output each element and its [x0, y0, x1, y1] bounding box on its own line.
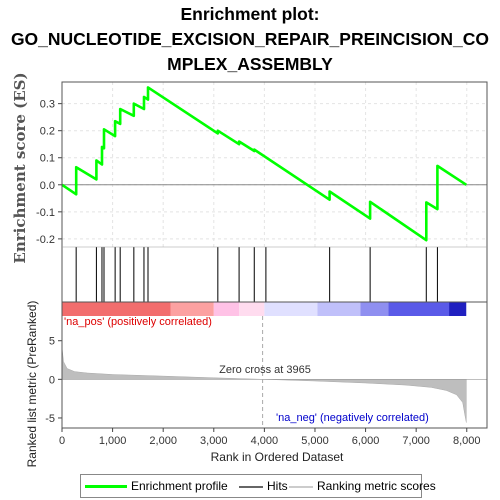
metric-ytick-label-1: 0: [49, 374, 55, 386]
heatmap-segment-5: [317, 302, 361, 316]
es-ytick-label-4: 0.2: [40, 126, 55, 138]
hits-panel: [75, 247, 438, 302]
es-ytick-label-3: 0.1: [40, 153, 55, 165]
title-line-1: Enrichment plot:: [180, 4, 320, 24]
x-tick-label-8: 8,000: [453, 435, 481, 447]
metric-panel: -5 0 5: [45, 81, 488, 429]
metric-area: [61, 346, 467, 423]
legend-ranking: Ranking metric scores: [289, 479, 436, 493]
ranking-heatmap: [62, 302, 467, 316]
title-line-2: GO_NUCLEOTIDE_EXCISION_REPAIR_PREINCISIO…: [10, 29, 490, 49]
heatmap-segment-2: [213, 302, 240, 316]
metric-frame: [61, 301, 488, 429]
legend-ranking-swatch: [289, 485, 313, 488]
es-frame: [61, 81, 488, 303]
legend-ranking-label: Ranking metric scores: [317, 479, 436, 493]
legend-hits-swatch: [239, 485, 263, 488]
x-tick-label-3: 3,000: [200, 435, 228, 447]
heatmap-segment-7: [388, 302, 450, 316]
x-axis: 0 1,000 2,000 3,000 4,000 5,000 6,000 7,000 8,00…: [59, 428, 481, 447]
neg-correlated-label: 'na_neg' (negatively correlated): [276, 412, 429, 424]
x-tick-label-2: 2,000: [149, 435, 177, 447]
x-tick-label-0: 0: [59, 435, 65, 447]
legend-enrichment-swatch: [85, 485, 127, 489]
metric-y-axis-title: Ranked list metric (PreRanked): [25, 301, 39, 468]
es-ytick-label-5: 0.3: [40, 99, 55, 111]
legend: Enrichment profile Hits Ranking metric s…: [80, 474, 436, 498]
zero-cross-label: Zero cross at 3965: [219, 364, 311, 376]
x-tick-label-1: 1,000: [99, 435, 127, 447]
heatmap-segment-3: [239, 302, 265, 316]
x-tick-label-7: 7,000: [402, 435, 430, 447]
es-ytick-label-1: -0.1: [36, 207, 55, 219]
x-tick-label-5: 5,000: [301, 435, 329, 447]
heatmap-segment-6: [360, 302, 389, 316]
x-tick-label-4: 4,000: [251, 435, 279, 447]
x-axis-title: Rank in Ordered Dataset: [211, 450, 344, 464]
legend-enrichment-label: Enrichment profile: [131, 479, 228, 493]
heatmap-segment-0: [62, 302, 171, 316]
heatmap-segment-8: [449, 302, 467, 316]
x-tick-label-6: 6,000: [352, 435, 380, 447]
title-line-3: MPLEX_ASSEMBLY: [167, 54, 333, 74]
metric-ytick-label-0: -5: [45, 413, 55, 425]
gsea-chart: -0.2 -0.1 0.0 0.1 0.2 0.3 -5 0 5 0 1,000 2,000 3,0…: [11, 72, 488, 468]
chart-title: Enrichment plot: GO_NUCLEOTIDE_EXCISION_…: [0, 2, 500, 77]
legend-enrichment: Enrichment profile: [85, 479, 228, 493]
legend-hits-label: Hits: [267, 479, 288, 493]
legend-hits: Hits: [239, 479, 288, 493]
es-ytick-label-0: -0.2: [36, 234, 55, 246]
es-ytick-label-2: 0.0: [40, 180, 55, 192]
es-axes: -0.2 -0.1 0.0 0.1 0.2 0.3: [36, 99, 487, 246]
heatmap-segment-4: [264, 302, 318, 316]
pos-correlated-label: 'na_pos' (positively correlated): [64, 316, 212, 328]
heatmap-segment-1: [170, 302, 214, 316]
enrichment-profile: [61, 86, 468, 242]
metric-ytick-label-2: 5: [49, 336, 55, 348]
enrichment-line: [61, 86, 468, 242]
es-y-axis-title: Enrichment score (ES): [11, 72, 29, 263]
